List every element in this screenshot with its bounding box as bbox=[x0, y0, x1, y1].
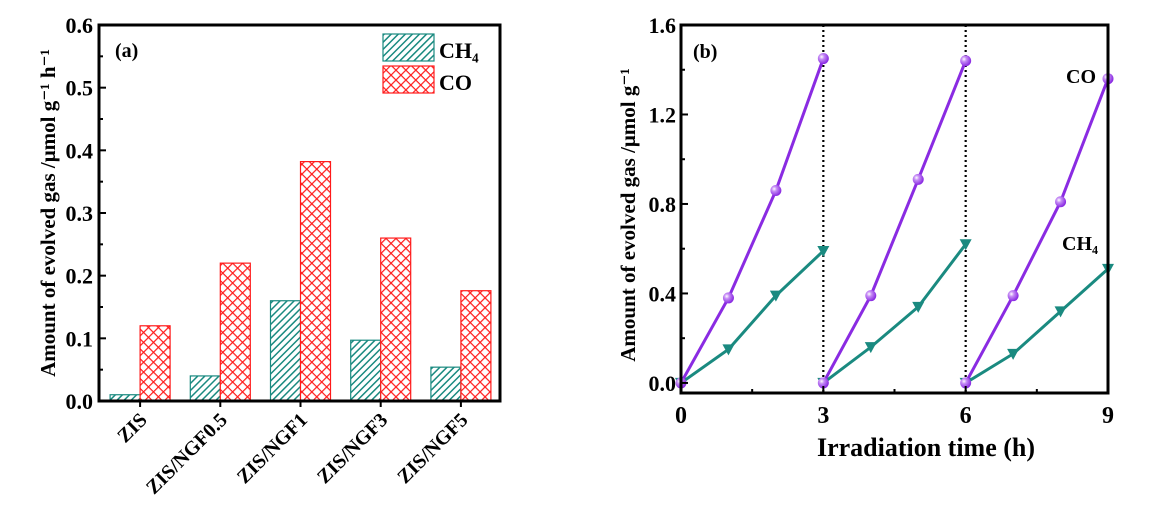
bar-ch bbox=[189, 375, 221, 402]
data-point-ch bbox=[817, 245, 830, 257]
data-point-ch bbox=[769, 290, 782, 302]
bar-co bbox=[219, 262, 251, 402]
data-point-co bbox=[865, 290, 877, 302]
y-tick-label-a: 0.1 bbox=[66, 326, 94, 351]
data-point-co bbox=[1007, 290, 1019, 302]
series-label-co: CO bbox=[1066, 66, 1096, 88]
series-line-ch bbox=[822, 243, 967, 385]
data-point-ch bbox=[1007, 348, 1020, 360]
data-point-co bbox=[1055, 196, 1067, 208]
data-point-co bbox=[912, 173, 924, 185]
data-point-co bbox=[817, 53, 829, 65]
y-tick-label-a: 0.6 bbox=[66, 13, 94, 38]
y-tick-label-a: 0.2 bbox=[66, 264, 94, 289]
series-line-co bbox=[964, 78, 1110, 384]
bar-ch bbox=[350, 339, 382, 402]
line-chart-panel-b: 0 3 6 9 0.0 0.4 0.8 1.2 1.6 (b) CO CH₄ Irradiati… bbox=[616, 13, 1114, 462]
bar-co bbox=[380, 237, 412, 402]
y-tick-label-b: 1.2 bbox=[649, 102, 677, 127]
y-axis-label-a: Amount of evolved gas /μmol g⁻¹ h⁻¹ bbox=[36, 49, 60, 377]
data-point-ch bbox=[722, 344, 735, 356]
y-tick-label-b: 0.4 bbox=[649, 281, 677, 306]
bar-co bbox=[299, 161, 332, 402]
series-line-ch bbox=[680, 249, 825, 385]
data-point-co bbox=[960, 55, 972, 67]
legend-label-ch4: CH₄ bbox=[439, 38, 479, 63]
x-tick-label-a: ZIS bbox=[113, 409, 151, 447]
x-tick-label-a: ZIS/NGF3 bbox=[313, 409, 392, 488]
x-tick-label-a: ZIS/NGF5 bbox=[393, 409, 472, 488]
data-point-co bbox=[770, 185, 782, 197]
data-point-ch bbox=[912, 301, 925, 313]
x-tick-label-a: ZIS/NGF0.5 bbox=[142, 409, 232, 499]
legend-swatch-ch4 bbox=[382, 33, 435, 62]
data-point-ch bbox=[1054, 306, 1067, 318]
y-tick-label-a: 0.3 bbox=[66, 201, 94, 226]
x-tick-label-b: 9 bbox=[1102, 403, 1114, 429]
x-tick-label-a: ZIS/NGF1 bbox=[233, 409, 312, 488]
y-axis-label-b: Amount of evolved gas /μmol g⁻¹ bbox=[616, 68, 640, 362]
series-line-co bbox=[822, 60, 968, 384]
panel-label-a: (a) bbox=[115, 40, 138, 62]
data-point-co bbox=[960, 377, 972, 389]
x-tick-label-b: 3 bbox=[817, 403, 829, 429]
legend-swatch-co bbox=[382, 65, 435, 94]
y-tick-label-a: 0.5 bbox=[66, 76, 94, 101]
bar-co bbox=[460, 290, 492, 402]
y-tick-label-a: 0.4 bbox=[66, 138, 94, 163]
panel-label-b: (b) bbox=[693, 41, 717, 63]
y-tick-label-a: 0.0 bbox=[66, 389, 94, 414]
x-tick-label-b: 6 bbox=[960, 403, 972, 429]
series-label-ch4: CH₄ bbox=[1062, 233, 1098, 255]
bar-ch bbox=[269, 300, 302, 402]
x-axis-label-b: Irradiation time (h) bbox=[817, 433, 1035, 462]
bar-co bbox=[139, 325, 171, 402]
y-tick-label-b: 0.8 bbox=[649, 192, 677, 217]
data-point-co bbox=[722, 292, 734, 304]
series-line-co bbox=[679, 58, 825, 384]
y-tick-label-b: 0.0 bbox=[649, 371, 677, 396]
bar-ch bbox=[430, 366, 462, 402]
data-point-ch bbox=[959, 239, 972, 251]
plot-frame-b bbox=[679, 23, 1110, 395]
series-line-ch bbox=[964, 267, 1110, 385]
x-tick-label-b: 0 bbox=[675, 403, 687, 429]
data-point-ch bbox=[864, 342, 877, 354]
y-tick-label-b: 1.6 bbox=[649, 13, 677, 38]
legend-label-co: CO bbox=[439, 70, 472, 95]
data-point-co bbox=[817, 377, 829, 389]
